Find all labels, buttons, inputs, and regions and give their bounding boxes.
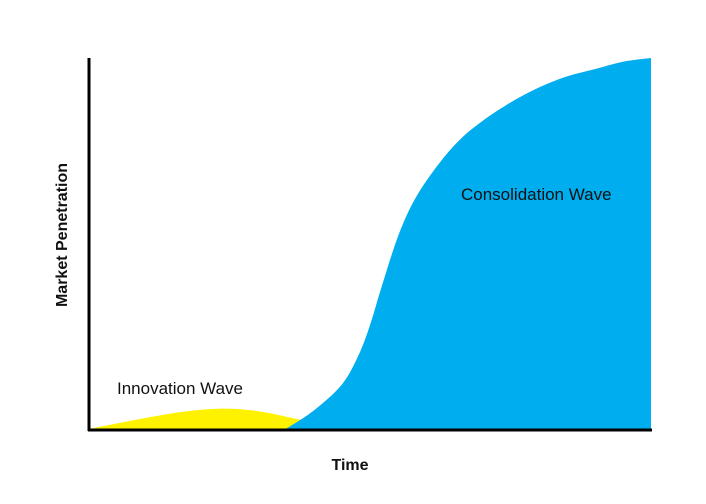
areas-group bbox=[89, 58, 651, 429]
x-axis-label: Time bbox=[331, 457, 368, 474]
consolidation-wave-area bbox=[285, 58, 651, 429]
consolidation-wave-label: Consolidation Wave bbox=[461, 185, 612, 204]
innovation-wave-label: Innovation Wave bbox=[117, 379, 243, 398]
y-axis-label: Market Penetration bbox=[54, 163, 71, 307]
